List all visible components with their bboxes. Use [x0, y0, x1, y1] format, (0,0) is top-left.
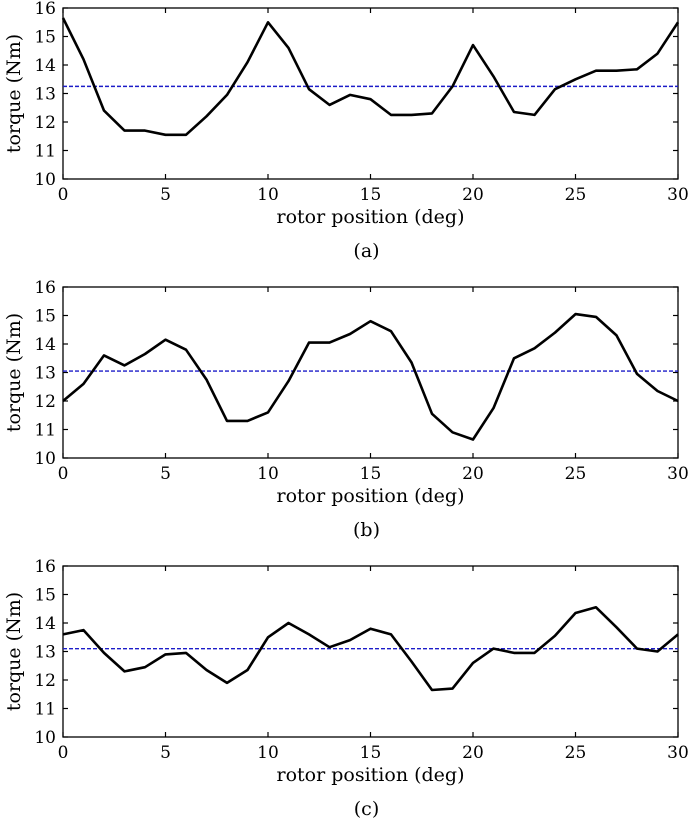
torque-series-line-b — [62, 312, 679, 441]
x-tick-label-a-0: 0 — [58, 185, 69, 205]
torque-series-line-c — [62, 605, 679, 692]
y-tick-label-c-14: 14 — [34, 614, 56, 634]
y-tick-label-b-15: 15 — [34, 307, 56, 327]
plot-frame-b — [62, 286, 679, 459]
x-tick-label-c-25: 25 — [565, 743, 587, 763]
y-tick-label-a-11: 11 — [34, 142, 56, 162]
x-tick-label-a-20: 20 — [462, 185, 484, 205]
x-tick-label-b-0: 0 — [58, 464, 69, 484]
y-tick-label-b-12: 12 — [34, 392, 56, 412]
y-tick-label-b-10: 10 — [34, 449, 56, 469]
y-tick-label-a-16: 16 — [34, 0, 56, 19]
panel-c: 0 5 10 15 20 25 30 10 11 12 13 14 15 16 rotor position… — [3, 557, 689, 820]
x-tick-label-c-15: 15 — [360, 743, 382, 763]
x-tick-label-b-20: 20 — [462, 464, 484, 484]
x-tick-label-b-15: 15 — [360, 464, 382, 484]
x-tick-label-c-30: 30 — [667, 743, 689, 763]
x-tick-label-c-10: 10 — [257, 743, 279, 763]
torque-series-line-a — [61, 17, 680, 137]
panel-caption-c: (c) — [354, 798, 379, 820]
x-axis-label-b: rotor position (deg) — [277, 485, 465, 507]
x-tick-label-a-10: 10 — [257, 185, 279, 205]
plot-frame-c — [62, 565, 679, 738]
y-tick-label-a-15: 15 — [34, 28, 56, 48]
x-tick-label-b-25: 25 — [565, 464, 587, 484]
panel-b: 0 5 10 15 20 25 30 10 11 12 13 14 15 16 rotor position… — [3, 278, 689, 541]
y-tick-label-b-11: 11 — [34, 421, 56, 441]
y-tick-label-a-14: 14 — [34, 56, 56, 76]
panel-a: 0 5 10 15 20 25 30 10 11 12 13 14 15 16 rotor position… — [3, 0, 689, 262]
x-axis-label-a: rotor position (deg) — [277, 206, 465, 228]
y-tick-label-c-16: 16 — [34, 557, 56, 577]
y-tick-label-b-16: 16 — [34, 278, 56, 298]
x-tick-label-b-5: 5 — [160, 464, 171, 484]
plot-frame-a — [62, 7, 679, 180]
x-tick-label-c-5: 5 — [160, 743, 171, 763]
y-axis-label-a: torque (Nm) — [3, 34, 25, 153]
x-axis-label-c: rotor position (deg) — [277, 764, 465, 786]
y-tick-label-c-12: 12 — [34, 671, 56, 691]
y-tick-label-c-13: 13 — [34, 643, 56, 663]
x-tick-label-b-30: 30 — [667, 464, 689, 484]
x-tick-label-c-0: 0 — [58, 743, 69, 763]
panel-caption-a: (a) — [353, 240, 379, 262]
y-tick-label-b-13: 13 — [34, 364, 56, 384]
y-tick-label-a-13: 13 — [34, 85, 56, 105]
y-tick-label-a-12: 12 — [34, 113, 56, 133]
y-tick-label-c-11: 11 — [34, 700, 56, 720]
x-tick-label-c-20: 20 — [462, 743, 484, 763]
y-tick-label-c-15: 15 — [34, 586, 56, 606]
x-tick-label-a-5: 5 — [160, 185, 171, 205]
y-tick-label-a-10: 10 — [34, 170, 56, 190]
y-axis-label-c: torque (Nm) — [3, 592, 25, 711]
panel-caption-b: (b) — [353, 519, 380, 541]
y-axis-label-b: torque (Nm) — [3, 313, 25, 432]
x-tick-label-a-15: 15 — [360, 185, 382, 205]
y-tick-label-b-14: 14 — [34, 335, 56, 355]
y-tick-label-c-10: 10 — [34, 728, 56, 748]
x-tick-label-a-25: 25 — [565, 185, 587, 205]
x-tick-label-b-10: 10 — [257, 464, 279, 484]
x-tick-label-a-30: 30 — [667, 185, 689, 205]
